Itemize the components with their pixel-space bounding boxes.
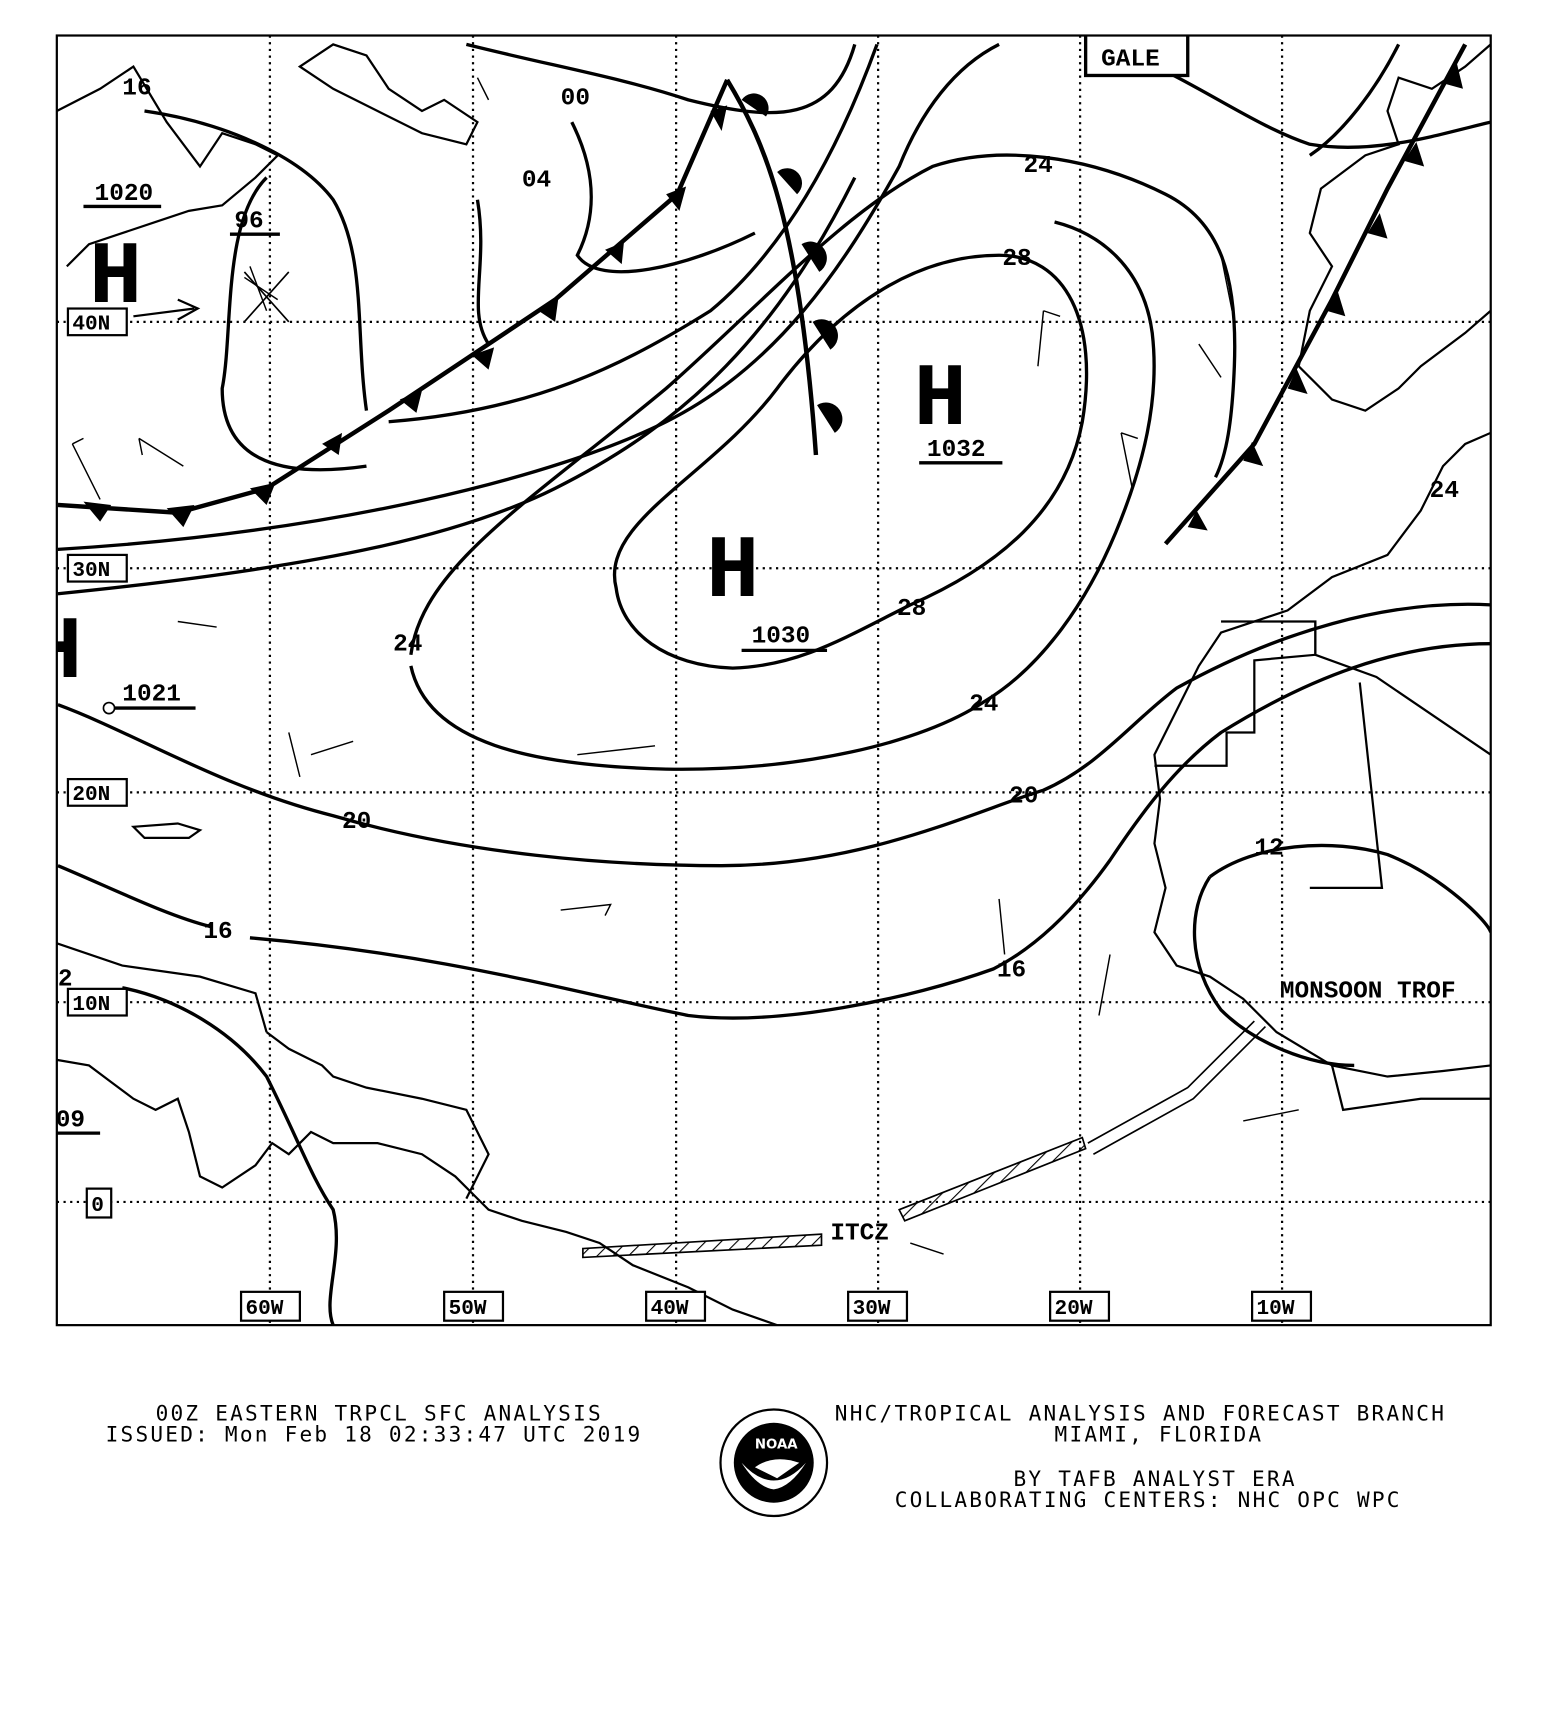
isobar-label: 24	[969, 691, 998, 718]
lon-label: 50W	[449, 1297, 487, 1321]
wind-barbs	[71, 43, 1299, 1255]
itcz	[582, 1020, 1267, 1259]
isobar-label: 96	[234, 209, 263, 236]
lon-label: 10W	[1257, 1297, 1295, 1321]
analyst: BY TAFB ANALYST ERA	[1013, 1466, 1296, 1491]
isobar-label: 2	[58, 967, 73, 994]
isobar-label: 00	[561, 85, 590, 112]
high-center-1032: H 1032	[914, 350, 1003, 465]
isobar-label: 20	[342, 809, 371, 836]
latitude-labels: 40N 30N 20N 10N 0	[66, 307, 128, 1219]
lat-label: 20N	[72, 783, 110, 807]
svg-text:NOAA: NOAA	[755, 1437, 798, 1452]
location: MIAMI, FLORIDA	[1055, 1422, 1264, 1447]
high-center-1030: H 1030	[706, 522, 828, 653]
isobar-label: 28	[1002, 246, 1031, 273]
arrow-head-icon	[177, 298, 201, 321]
pressure-value: 1020	[95, 181, 154, 208]
noaa-logo: NOAA	[719, 1408, 829, 1518]
pressure-value: 1021	[122, 681, 181, 708]
isobar-label: 04	[522, 167, 551, 194]
collaborating-centers: COLLABORATING CENTERS: NHC OPC WPC	[895, 1487, 1402, 1512]
gale-warning-box: GALE	[1083, 35, 1190, 78]
branch-name: NHC/TROPICAL ANALYSIS AND FORECAST BRANC…	[835, 1401, 1446, 1426]
lon-label: 40W	[651, 1297, 689, 1321]
lon-label: 30W	[853, 1297, 891, 1321]
isobar-labels: 16 96 00 04 24 28 28 24 24 20 20 16 16 1…	[58, 75, 1459, 993]
occluded-front	[725, 78, 843, 456]
isobar-label: 16	[997, 958, 1026, 985]
lat-label: 0	[91, 1194, 104, 1218]
isobar-label: 16	[122, 75, 151, 102]
pressure-value: 1030	[752, 624, 811, 651]
high-center-1021: H 1021	[29, 603, 196, 715]
high-center-1020: H 1020	[83, 181, 162, 329]
lat-label: 40N	[72, 313, 110, 337]
isobar-label: 12	[1254, 836, 1283, 863]
motion-arrow	[133, 307, 195, 318]
cold-front-west	[57, 79, 730, 528]
map-frame	[55, 34, 1492, 1327]
chart-title: 00Z EASTERN TRPCL SFC ANALYSIS	[156, 1401, 603, 1426]
isobar-label: 20	[1009, 783, 1038, 810]
lon-label: 60W	[245, 1297, 283, 1321]
high-letter: H	[914, 350, 967, 451]
lat-label: 30N	[72, 559, 110, 583]
lat-label: 10N	[72, 993, 110, 1017]
monsoon-trough-label: MONSOON TROF	[1280, 979, 1456, 1006]
high-letter: H	[706, 522, 759, 623]
high-letter: H	[29, 603, 82, 704]
pressure-center-09: 09	[56, 1107, 101, 1135]
isobar-label: 16	[203, 919, 232, 946]
longitude-labels: 60W 50W 40W 30W 20W 10W	[239, 1290, 1313, 1322]
issued-time: ISSUED: Mon Feb 18 02:33:47 UTC 2019	[106, 1422, 643, 1447]
lon-label: 20W	[1055, 1297, 1093, 1321]
footer: 00Z EASTERN TRPCL SFC ANALYSIS ISSUED: M…	[106, 1401, 1446, 1518]
isobar-label: 24	[1023, 153, 1052, 180]
itcz-label: ITCZ	[830, 1221, 889, 1248]
isobar-label: 28	[897, 596, 926, 623]
lat-lon-grid	[56, 35, 1491, 1326]
pressure-value: 09	[56, 1107, 85, 1134]
svg-text:GALE: GALE	[1101, 46, 1160, 73]
low-center-x-icon	[243, 271, 290, 323]
pressure-value: 1032	[927, 437, 986, 464]
isobar-label: 24	[1430, 478, 1459, 505]
map-area: 16 96 00 04 24 28 28 24 24 20 20 16 16 1…	[29, 35, 1491, 1326]
coastlines	[56, 43, 1491, 1326]
cold-front-east	[1163, 43, 1468, 546]
isobar-label: 24	[393, 631, 422, 658]
isobars	[57, 42, 1491, 1326]
